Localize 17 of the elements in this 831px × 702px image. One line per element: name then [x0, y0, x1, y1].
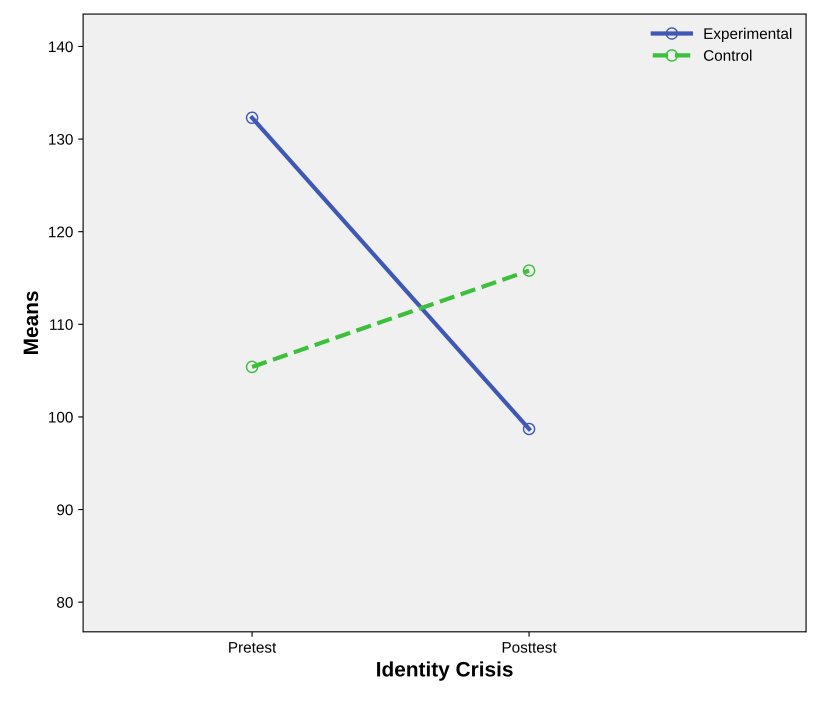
y-axis-title: Means — [24, 291, 38, 354]
y-tick-label: 80 — [57, 597, 73, 608]
y-tick-label: 100 — [49, 412, 73, 423]
point — [246, 360, 258, 374]
y-tick-label: 120 — [49, 226, 73, 238]
point — [522, 422, 536, 436]
y-tick-label: 110 — [50, 319, 73, 330]
x-tick-label: Posttest — [502, 642, 557, 653]
x-axis-title: Identity Crisis — [377, 661, 513, 681]
y-tick-label: 130 — [49, 134, 73, 145]
point — [522, 264, 536, 277]
point — [246, 112, 258, 124]
legend-label: Control — [704, 50, 752, 61]
y-tick-label: 90 — [57, 504, 73, 516]
x-tick-label: Pretest — [229, 642, 276, 653]
y-tick-label: 140 — [49, 41, 73, 52]
legend-label: Experimental — [704, 28, 792, 42]
